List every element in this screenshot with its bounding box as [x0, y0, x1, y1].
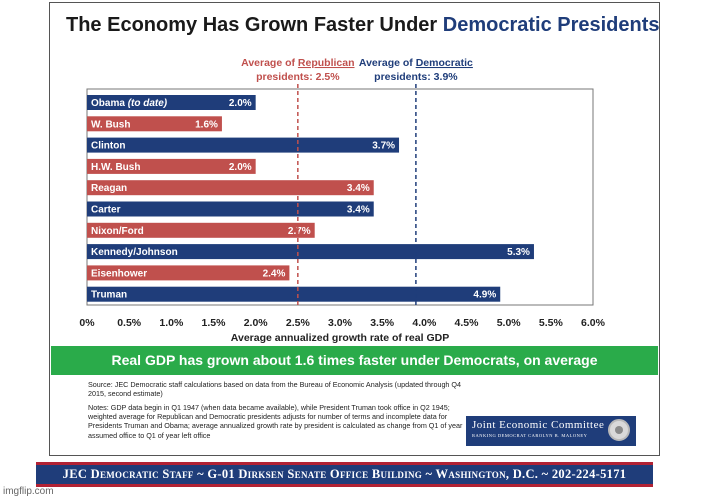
title-prefix: The Economy Has Grown Faster Under [66, 14, 438, 36]
bar-value-label: 1.6% [195, 119, 218, 130]
bar-category-label: Eisenhower [91, 268, 147, 279]
x-tick-label: 0% [79, 317, 95, 329]
x-axis-label: Average annualized growth rate of real G… [231, 332, 449, 344]
bar-value-label: 5.3% [507, 247, 530, 258]
bar-truman [87, 286, 501, 302]
bar-category-label: Obama (to date) [91, 98, 168, 109]
bar-category-label: Truman [91, 290, 127, 301]
x-tick-label: 3.5% [370, 317, 395, 329]
bar-category-label: Carter [91, 205, 121, 216]
x-tick-label: 4.0% [412, 317, 437, 329]
reference-label-line1: Average of Republican [241, 57, 354, 69]
bar-category-label: Clinton [91, 141, 125, 152]
bar-value-label: 2.4% [263, 268, 286, 279]
notes-text: Notes: GDP data begin in Q1 1947 (when d… [88, 402, 463, 440]
bar-value-label: 3.4% [347, 205, 370, 216]
x-tick-label: 3.0% [328, 317, 353, 329]
notes-block: Source: JEC Democratic staff calculation… [88, 380, 468, 444]
x-tick-label: 5.5% [539, 317, 564, 329]
bar-nixon-ford [87, 222, 315, 238]
bar-value-label: 2.7% [288, 226, 311, 237]
bar-value-label: 4.9% [473, 290, 496, 301]
bar-category-label: Reagan [91, 183, 127, 194]
x-tick-label: 6.0% [581, 317, 606, 329]
jec-sub: RANKING DEMOCRAT CAROLYN B. MALONEY [472, 433, 588, 438]
title-accent: Democratic Presidents [442, 14, 660, 36]
x-tick-label: 1.0% [159, 317, 184, 329]
plot-area [86, 88, 594, 306]
jec-logo-box: Joint Economic Committee RANKING DEMOCRA… [466, 416, 636, 446]
x-tick-label: 5.0% [497, 317, 522, 329]
reference-label-line2: presidents: 2.5% [256, 71, 340, 83]
reference-label-line1: Average of Democratic [359, 57, 473, 69]
x-tick-label: 2.0% [244, 317, 269, 329]
bar-w-bush [87, 116, 222, 132]
reference-label-line2: presidents: 3.9% [374, 71, 458, 83]
bar-category-label: W. Bush [91, 119, 130, 130]
x-tick-label: 1.5% [202, 317, 227, 329]
bar-value-label: 2.0% [229, 98, 252, 109]
bar-category-label: Nixon/Ford [91, 226, 144, 237]
source-text: Source: JEC Democratic staff calculation… [88, 380, 462, 399]
x-tick-label: 2.5% [286, 317, 311, 329]
bar-h-w-bush [87, 158, 256, 174]
bar-eisenhower [87, 265, 290, 281]
bar-clinton [87, 137, 400, 153]
bar-carter [87, 201, 374, 217]
summary-banner: Real GDP has grown about 1.6 times faste… [51, 346, 658, 375]
jec-name: Joint Economic Committee [472, 419, 605, 431]
x-tick-label: 4.5% [455, 317, 480, 329]
watermark: imgflip.com [3, 486, 54, 497]
bar-value-label: 3.7% [372, 141, 395, 152]
bar-kennedy-johnson [87, 244, 534, 260]
bar-value-label: 3.4% [347, 183, 370, 194]
bar-reagan [87, 180, 374, 196]
bar-category-label: Kennedy/Johnson [91, 247, 178, 258]
bar-value-label: 2.0% [229, 162, 252, 173]
x-tick-label: 0.5% [117, 317, 142, 329]
bar-category-label: H.W. Bush [91, 162, 140, 173]
capitol-seal-icon [608, 419, 630, 441]
chart-title: The Economy Has Grown Faster Under Democ… [66, 14, 660, 37]
footer-address-bar: JEC Democratic Staff ~ G-01 Dirksen Sena… [36, 462, 653, 487]
bar-obama-to-date- [87, 95, 256, 110]
